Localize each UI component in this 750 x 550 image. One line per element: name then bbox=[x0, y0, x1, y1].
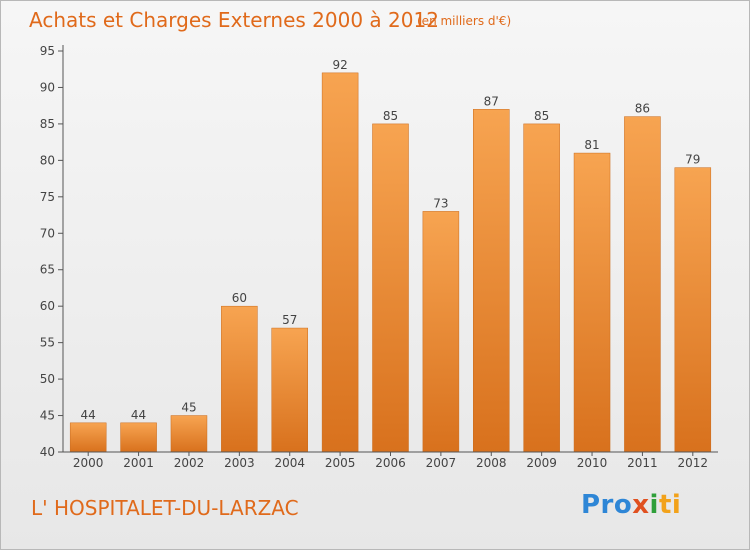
logo-part-3: i bbox=[649, 490, 659, 520]
chart-unit: (en milliers d'€) bbox=[417, 14, 512, 28]
y-tick-label: 55 bbox=[40, 336, 55, 350]
y-tick-label: 80 bbox=[40, 153, 55, 167]
bar-value-label: 86 bbox=[635, 102, 650, 116]
y-tick-label: 70 bbox=[40, 226, 55, 240]
bar bbox=[170, 415, 208, 453]
bar bbox=[69, 422, 107, 453]
bar bbox=[120, 422, 157, 453]
bar bbox=[372, 123, 409, 453]
bar bbox=[422, 211, 460, 453]
x-tick-label: 2009 bbox=[526, 456, 557, 470]
x-tick-label: 2001 bbox=[123, 456, 154, 470]
bar-value-label: 44 bbox=[131, 408, 146, 422]
bar-value-label: 85 bbox=[383, 109, 398, 123]
bar-value-label: 60 bbox=[232, 291, 247, 305]
y-tick-label: 95 bbox=[40, 44, 55, 58]
y-axis: 40 45 50 55 60 65 70 75 80 85 90 95 bbox=[40, 44, 64, 459]
y-tick-label: 90 bbox=[40, 80, 55, 94]
bar bbox=[523, 123, 560, 453]
y-tick-label: 45 bbox=[40, 409, 55, 423]
bar-value-label: 44 bbox=[81, 408, 96, 422]
x-tick-label: 2011 bbox=[627, 456, 658, 470]
place-name: L' HOSPITALET-DU-LARZAC bbox=[31, 496, 299, 520]
y-tick-label: 75 bbox=[40, 190, 55, 204]
bar-value-label: 79 bbox=[685, 153, 700, 167]
bar-value-label: 87 bbox=[484, 94, 499, 108]
y-tick-label: 60 bbox=[40, 299, 55, 313]
x-tick-label: 2007 bbox=[426, 456, 457, 470]
x-tick-label: 2003 bbox=[224, 456, 255, 470]
x-tick-label: 2000 bbox=[73, 456, 104, 470]
bar bbox=[573, 152, 611, 453]
x-axis: 2000 2001 2002 2003 2004 2005 2006 2007 2008 2009… bbox=[63, 451, 718, 470]
bar bbox=[473, 109, 510, 453]
x-tick-label: 2002 bbox=[174, 456, 205, 470]
bar-value-label: 57 bbox=[282, 313, 297, 327]
bar-value-label: 81 bbox=[584, 138, 599, 152]
bar bbox=[321, 72, 359, 453]
y-tick-label: 50 bbox=[40, 372, 55, 386]
x-tick-label: 2006 bbox=[375, 456, 406, 470]
x-tick-label: 2012 bbox=[678, 456, 709, 470]
logo-part-4: ti bbox=[658, 490, 682, 520]
logo-part-1: Pro bbox=[581, 490, 633, 520]
bar-value-label: 73 bbox=[433, 196, 448, 210]
x-tick-label: 2004 bbox=[274, 456, 305, 470]
bar-value-label: 92 bbox=[332, 58, 347, 72]
bar-value-label: 45 bbox=[181, 401, 196, 415]
y-tick-label: 85 bbox=[40, 117, 55, 131]
y-tick-label: 40 bbox=[40, 445, 55, 459]
bar bbox=[624, 116, 661, 453]
proxiti-logo[interactable]: Proxiti bbox=[581, 490, 681, 520]
x-tick-label: 2010 bbox=[577, 456, 608, 470]
y-tick-label: 65 bbox=[40, 263, 55, 277]
chart-title: Achats et Charges Externes 2000 à 2012 bbox=[29, 8, 439, 32]
bar bbox=[271, 327, 308, 453]
bar-value-label: 85 bbox=[534, 109, 549, 123]
x-tick-label: 2008 bbox=[476, 456, 507, 470]
x-tick-label: 2005 bbox=[325, 456, 356, 470]
bar bbox=[221, 305, 258, 453]
logo-part-2: x bbox=[632, 490, 650, 520]
bars: 44 44 45 60 57 92 85 73 87 85 81 86 79 bbox=[69, 58, 712, 453]
bar bbox=[674, 167, 712, 453]
